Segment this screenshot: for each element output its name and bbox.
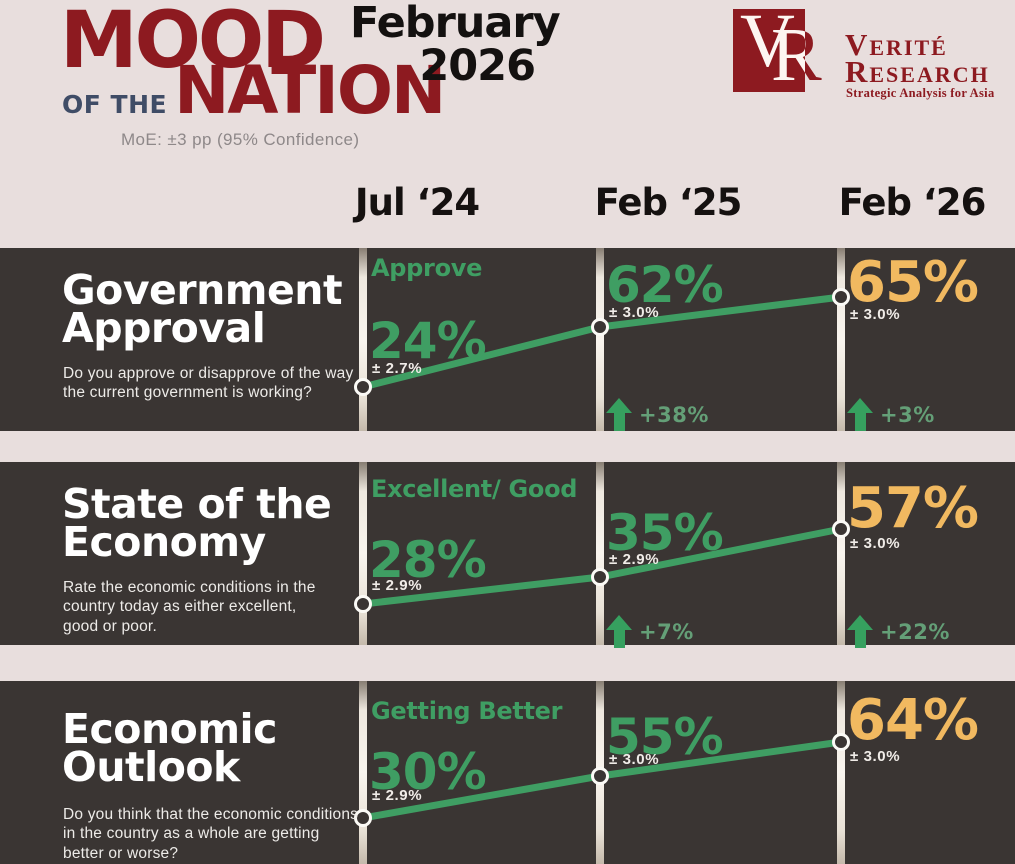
vr-monogram-white: V R xyxy=(740,0,822,97)
mood-logo-of-the: OF THE xyxy=(62,90,168,119)
metric-row-state-of-economy: State of the Economy Rate the economic co… xyxy=(0,462,1015,648)
metric-row-government-approval: Government Approval Do you approve or dis… xyxy=(0,248,1015,431)
vr-monogram-red: V R xyxy=(805,9,893,99)
poll-value-jul24: 30% xyxy=(369,743,487,801)
series-label: Getting Better xyxy=(371,697,563,725)
edition-month: February xyxy=(350,0,561,48)
column-header-feb-26: Feb ‘26 xyxy=(838,181,987,224)
change-indicator: +38% xyxy=(606,398,709,431)
brand-tagline: Strategic Analysis for Asia xyxy=(846,86,995,100)
poll-value-jul24: 24% xyxy=(369,312,487,370)
poll-value-feb26: 57% xyxy=(847,476,979,541)
trend-line-chart xyxy=(354,733,850,827)
change-indicator: +3% xyxy=(847,398,935,431)
up-arrow-icon xyxy=(847,615,873,648)
poll-value-feb26: 65% xyxy=(847,250,979,315)
column-divider xyxy=(596,248,604,431)
series-label: Excellent/ Good xyxy=(371,475,578,503)
vr-monogram-box xyxy=(733,9,805,92)
moe-confidence-note: MoE: ±3 pp (95% Confidence) xyxy=(121,130,360,149)
metric-row-economic-outlook: Economic Outlook Do you think that the ec… xyxy=(0,681,1015,864)
mood-logo-nation: NATION xyxy=(174,52,446,129)
mood-logo-word1: MOOD xyxy=(60,0,326,86)
row-title: State of the Economy xyxy=(62,480,332,566)
row-question: Rate the economic conditions in the count… xyxy=(63,579,316,635)
poll-value-jul24: 28% xyxy=(369,531,487,589)
up-arrow-icon xyxy=(606,398,632,431)
up-arrow-icon xyxy=(847,398,873,431)
margin-of-error: ± 3.0% xyxy=(609,751,660,768)
mood-logo-line2: OF THE NATION xyxy=(62,52,446,129)
edition-title: February 2026 xyxy=(350,0,561,91)
edition-year: 2026 xyxy=(419,41,536,91)
change-indicator: +7% xyxy=(606,615,694,648)
poll-value-feb25: 55% xyxy=(606,708,724,766)
margin-of-error: ± 3.0% xyxy=(850,306,901,323)
margin-of-error: ± 3.0% xyxy=(850,535,901,552)
column-divider xyxy=(359,248,367,431)
column-divider xyxy=(596,462,604,645)
brand-name-line2: Research xyxy=(845,54,990,89)
row-question: Do you approve or disapprove of the way t… xyxy=(63,365,354,402)
margin-of-error: ± 2.9% xyxy=(372,577,423,594)
poll-value-feb25: 35% xyxy=(606,504,724,562)
change-indicator: +22% xyxy=(847,615,950,648)
row-title: Government Approval xyxy=(62,266,343,352)
brand-name-line1: Verité xyxy=(845,27,948,62)
row-title: Economic Outlook xyxy=(62,705,277,791)
margin-of-error: ± 2.7% xyxy=(372,360,423,377)
column-divider xyxy=(837,248,845,431)
trend-line-chart xyxy=(354,520,850,613)
column-header-feb-25: Feb ‘25 xyxy=(594,181,743,224)
column-divider xyxy=(837,681,845,864)
up-arrow-icon xyxy=(606,615,632,648)
column-divider xyxy=(837,462,845,645)
trend-line-chart xyxy=(354,288,850,396)
margin-of-error: ± 2.9% xyxy=(609,551,660,568)
column-divider xyxy=(359,681,367,864)
poll-value-feb26: 64% xyxy=(847,688,979,753)
row-question: Do you think that the economic condition… xyxy=(63,806,359,862)
series-label: Approve xyxy=(371,254,483,282)
verite-research-logo: V R V R Verité Research Strategic Analys… xyxy=(733,0,994,100)
margin-of-error: ± 3.0% xyxy=(609,304,660,321)
poll-value-feb25: 62% xyxy=(606,256,724,314)
column-divider xyxy=(359,462,367,645)
margin-of-error: ± 2.9% xyxy=(372,787,423,804)
margin-of-error: ± 3.0% xyxy=(850,748,901,765)
column-header-jul-24: Jul ‘24 xyxy=(354,181,480,224)
